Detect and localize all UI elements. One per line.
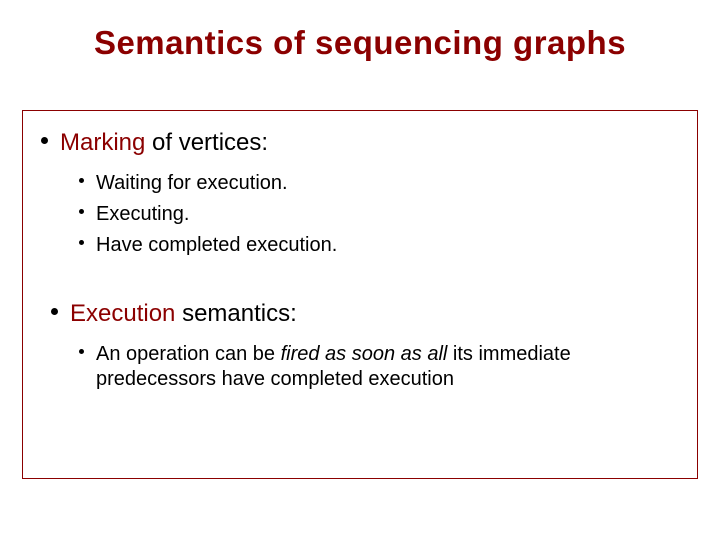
sub-bullet: Have completed execution. (79, 233, 675, 258)
bullet-marking: Marking of vertices: (41, 129, 675, 157)
sub-bullet: Executing. (79, 202, 675, 227)
sub-list-execution: An operation can be fired as soon as all… (79, 342, 675, 392)
sub-bullet-text: An operation can be fired as soon as all… (96, 342, 656, 392)
bullet-marker-icon (79, 240, 84, 245)
sub-bullet-text: Waiting for execution. (96, 171, 288, 196)
bullet-text: Execution semantics: (70, 300, 297, 328)
slide: Semantics of sequencing graphs Marking o… (0, 0, 720, 540)
slide-title: Semantics of sequencing graphs (22, 24, 698, 62)
sub-bullet: An operation can be fired as soon as all… (79, 342, 675, 392)
bullet-marker-icon (79, 349, 84, 354)
bullet-marker-icon (79, 209, 84, 214)
sub-bullet-text: Executing. (96, 202, 189, 227)
sub-bullet: Waiting for execution. (79, 171, 675, 196)
bullet-text: Marking of vertices: (60, 129, 268, 157)
sub-list-marking: Waiting for execution. Executing. Have c… (79, 171, 675, 258)
bullet-execution: Execution semantics: (51, 300, 675, 328)
bullet-marker-icon (41, 137, 48, 144)
sub-bullet-text: Have completed execution. (96, 233, 337, 258)
content-box: Marking of vertices: Waiting for executi… (22, 110, 698, 479)
bullet-marker-icon (79, 178, 84, 183)
bullet-marker-icon (51, 308, 58, 315)
